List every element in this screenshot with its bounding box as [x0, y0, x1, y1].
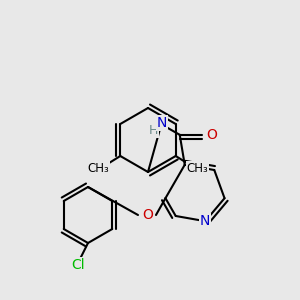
Text: O: O: [206, 128, 217, 142]
Text: N: N: [200, 214, 210, 228]
Text: H: H: [149, 124, 158, 137]
Text: O: O: [142, 208, 153, 222]
Text: N: N: [157, 116, 167, 130]
Text: CH₃: CH₃: [87, 161, 109, 175]
Text: Cl: Cl: [71, 258, 85, 272]
Text: CH₃: CH₃: [187, 161, 208, 175]
